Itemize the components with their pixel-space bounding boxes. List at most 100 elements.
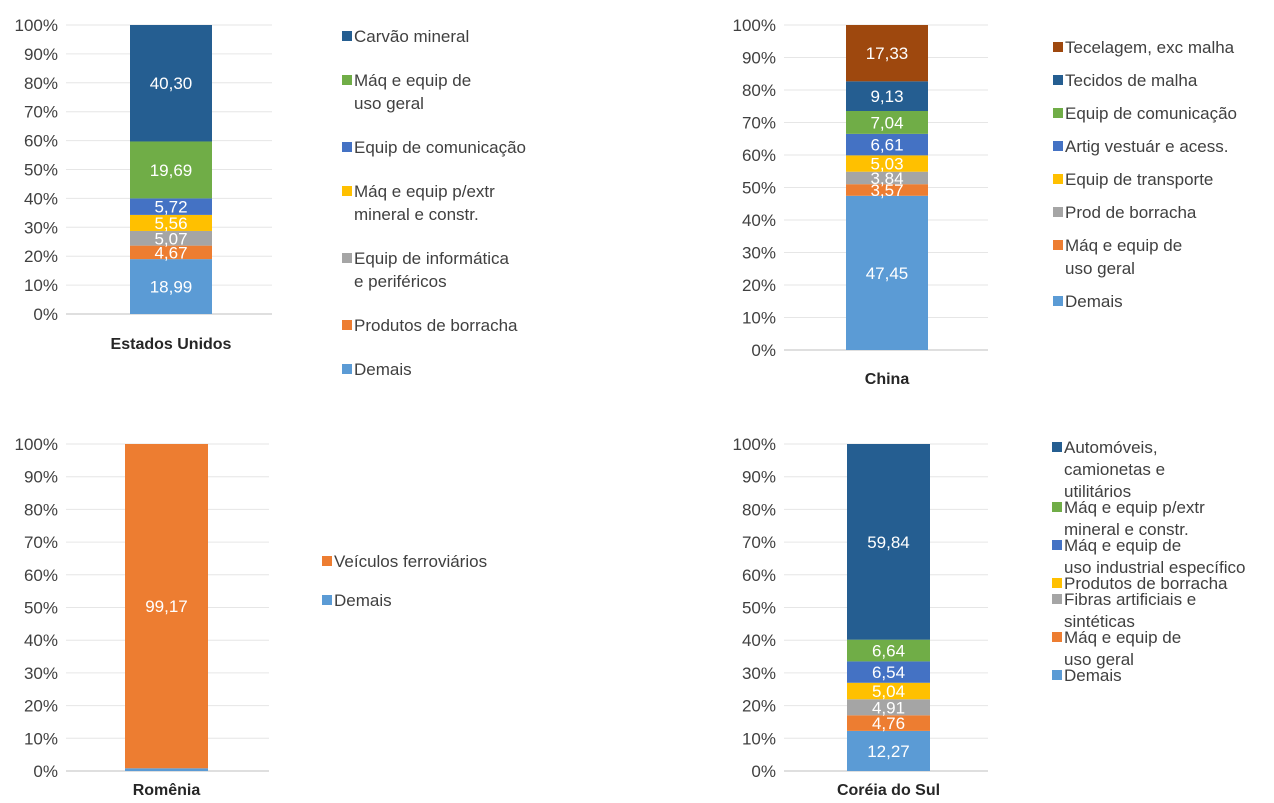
y-tick-label: 40% bbox=[24, 631, 58, 650]
y-tick-label: 100% bbox=[15, 435, 58, 454]
legend-label: Equip de comunicação bbox=[1065, 104, 1237, 123]
y-tick-label: 100% bbox=[733, 16, 776, 35]
y-tick-label: 30% bbox=[742, 244, 776, 263]
y-tick-label: 70% bbox=[742, 114, 776, 133]
y-tick-label: 100% bbox=[733, 435, 776, 454]
y-tick-label: 30% bbox=[24, 664, 58, 683]
y-tick-label: 20% bbox=[24, 697, 58, 716]
legend-swatch bbox=[1052, 442, 1062, 452]
y-tick-label: 80% bbox=[742, 500, 776, 519]
legend-label: Fibras artificiais e sintéticas bbox=[1064, 590, 1196, 631]
y-tick-label: 40% bbox=[742, 211, 776, 230]
legend-label: Produtos de borracha bbox=[1064, 574, 1228, 593]
bar-segment bbox=[847, 661, 930, 683]
legend-swatch bbox=[322, 556, 332, 566]
legend-label-line: Máq e equip p/extr bbox=[354, 182, 495, 201]
legend-label: Automóveis, camionetas e utilitários bbox=[1064, 438, 1165, 501]
data-label: 40,30 bbox=[150, 74, 193, 93]
y-tick-label: 0% bbox=[751, 341, 776, 360]
legend-label: Tecelagem, exc malha bbox=[1065, 38, 1235, 57]
legend-swatch bbox=[1052, 578, 1062, 588]
bar-segment bbox=[847, 682, 930, 700]
data-label: 5,07 bbox=[154, 229, 187, 248]
legend-label-line: Prod de borracha bbox=[1065, 203, 1197, 222]
data-label: 5,56 bbox=[154, 214, 187, 233]
legend-label-line: Fibras artificiais e bbox=[1064, 590, 1196, 609]
legend-label: Máq e equip de uso industrial específico bbox=[1064, 536, 1245, 577]
legend-swatch bbox=[342, 186, 352, 196]
legend-label: Demais bbox=[1065, 292, 1123, 311]
legend-label-line: e periféricos bbox=[354, 272, 447, 291]
y-tick-label: 20% bbox=[742, 697, 776, 716]
legend-swatch bbox=[342, 75, 352, 85]
bar-segment bbox=[846, 184, 928, 196]
legend-label-line: Equip de informática bbox=[354, 249, 510, 268]
legend-label: Equip de informática e periféricos bbox=[354, 249, 510, 291]
bar-segment bbox=[846, 195, 928, 350]
data-label: 5,72 bbox=[154, 198, 187, 217]
legend-label: Artig vestuár e acess. bbox=[1065, 137, 1228, 156]
bar-segment bbox=[125, 768, 208, 771]
y-tick-label: 0% bbox=[33, 762, 58, 781]
y-tick-label: 50% bbox=[742, 179, 776, 198]
legend-label-line: uso industrial específico bbox=[1064, 558, 1245, 577]
legend-label: Máq e equip de uso geral bbox=[1065, 236, 1182, 278]
bar-segment bbox=[846, 25, 928, 82]
legend-label: Tecidos de malha bbox=[1065, 71, 1198, 90]
category-label: Estados Unidos bbox=[111, 336, 232, 353]
y-tick-label: 90% bbox=[742, 468, 776, 487]
bar-segment bbox=[847, 699, 930, 716]
y-tick-label: 20% bbox=[742, 276, 776, 295]
y-tick-label: 10% bbox=[24, 276, 58, 295]
bar-segment bbox=[847, 639, 930, 662]
data-label: 19,69 bbox=[150, 161, 193, 180]
y-tick-label: 60% bbox=[742, 146, 776, 165]
legend-label-line: Máq e equip de bbox=[1064, 628, 1181, 647]
y-tick-label: 10% bbox=[24, 729, 58, 748]
y-tick-label: 10% bbox=[742, 309, 776, 328]
legend-label: Equip de transporte bbox=[1065, 170, 1213, 189]
legend-label-line: Demais bbox=[354, 360, 412, 379]
legend-label-line: Produtos de borracha bbox=[1064, 574, 1228, 593]
y-tick-label: 20% bbox=[24, 247, 58, 266]
y-tick-label: 50% bbox=[24, 161, 58, 180]
legend-label: Máq e equip p/extr mineral e constr. bbox=[354, 182, 495, 224]
legend-label-line: mineral e constr. bbox=[354, 205, 479, 224]
y-tick-label: 90% bbox=[742, 49, 776, 68]
legend-swatch bbox=[1052, 594, 1062, 604]
legend-swatch bbox=[1053, 207, 1063, 217]
legend-label: Demais bbox=[1064, 666, 1122, 685]
legend-label-line: Demais bbox=[1064, 666, 1122, 685]
legend-label-line: uso geral bbox=[354, 94, 424, 113]
legend-label: Prod de borracha bbox=[1065, 203, 1197, 222]
legend-swatch bbox=[342, 142, 352, 152]
legend-label-line: utilitários bbox=[1064, 482, 1131, 501]
legend-label-line: Equip de transporte bbox=[1065, 170, 1213, 189]
legend-label-line: Tecidos de malha bbox=[1065, 71, 1198, 90]
y-tick-label: 90% bbox=[24, 468, 58, 487]
legend-label: Demais bbox=[354, 360, 412, 379]
y-tick-label: 30% bbox=[742, 664, 776, 683]
legend-label-line: Artig vestuár e acess. bbox=[1065, 137, 1228, 156]
y-tick-label: 80% bbox=[24, 500, 58, 519]
legend-swatch bbox=[342, 31, 352, 41]
data-label: 6,64 bbox=[872, 642, 905, 661]
legend-label-line: mineral e constr. bbox=[1064, 520, 1189, 539]
legend-label: Produtos de borracha bbox=[354, 316, 518, 335]
legend-label-line: Demais bbox=[1065, 292, 1123, 311]
legend-label-line: Máq e equip de bbox=[1065, 236, 1182, 255]
legend-label-line: Produtos de borracha bbox=[354, 316, 518, 335]
legend-label: Máq e equip p/extr mineral e constr. bbox=[1064, 498, 1205, 539]
legend-swatch bbox=[342, 364, 352, 374]
legend-swatch bbox=[342, 320, 352, 330]
legend-label-line: Demais bbox=[334, 591, 392, 610]
data-label: 17,33 bbox=[866, 44, 909, 63]
bar-segment bbox=[130, 25, 212, 142]
legend-swatch bbox=[1053, 42, 1063, 52]
legend-swatch bbox=[1052, 632, 1062, 642]
category-label: Romênia bbox=[133, 782, 201, 799]
legend-label-line: uso geral bbox=[1065, 259, 1135, 278]
category-label: Coréia do Sul bbox=[837, 782, 940, 799]
y-tick-label: 40% bbox=[24, 189, 58, 208]
